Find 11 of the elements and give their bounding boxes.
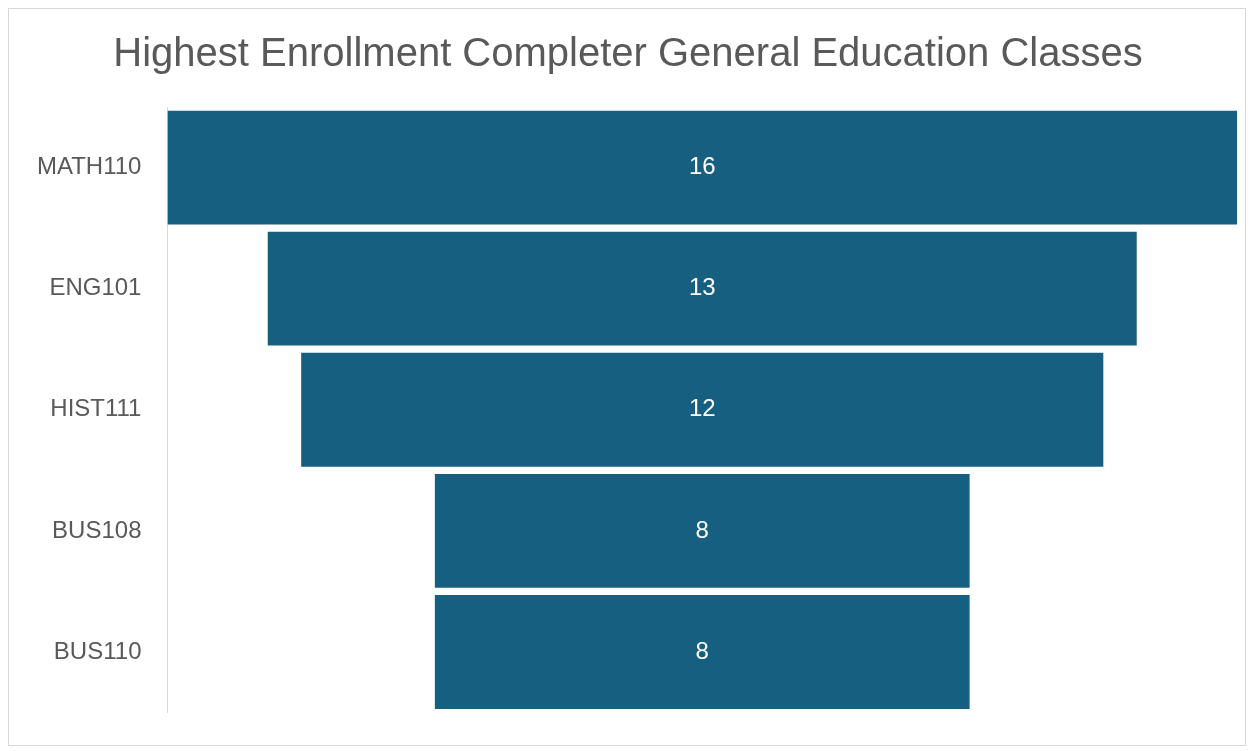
data-label: 8	[695, 636, 709, 664]
data-label: 8	[695, 515, 709, 543]
category-label: BUS110	[53, 636, 142, 664]
data-label: 12	[688, 394, 716, 422]
data-label: 13	[688, 273, 716, 301]
category-label: MATH110	[36, 152, 142, 180]
category-label: HIST111	[50, 394, 142, 422]
category-label: BUS108	[52, 515, 142, 543]
data-label: 16	[688, 152, 716, 180]
text: Highest Enrollment Completer General Education Classes	[113, 30, 1143, 75]
category-label: ENG101	[49, 273, 142, 301]
